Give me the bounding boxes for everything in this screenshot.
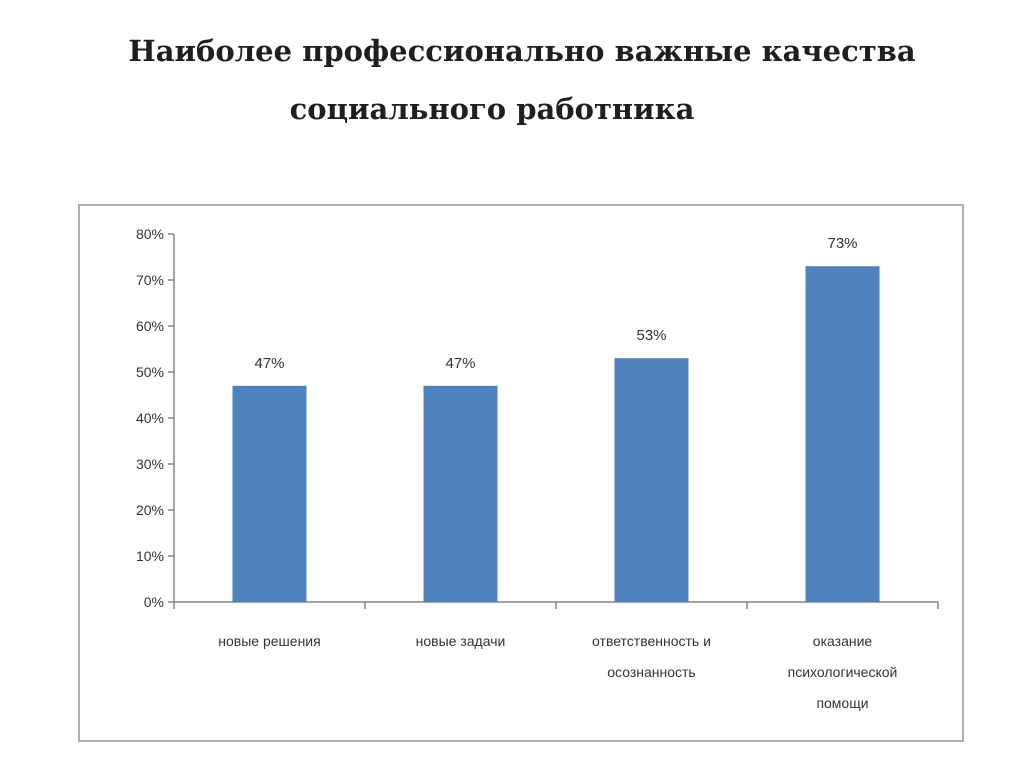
x-category-label-line: осознанность: [607, 664, 695, 680]
bar: [423, 385, 498, 602]
chart-title-line-2: социального работника: [289, 92, 695, 126]
data-label: 73%: [827, 235, 857, 252]
y-tick-label: 60%: [136, 318, 164, 334]
data-label: 47%: [254, 355, 284, 372]
x-category-label-line: новые решения: [218, 633, 320, 649]
chart-title-line-1: Наиболее профессионально важные качества: [128, 34, 916, 68]
y-tick-label: 40%: [136, 410, 164, 426]
data-label: 47%: [445, 355, 475, 372]
x-category-label: новые решения: [218, 633, 320, 649]
x-category-label: новые задачи: [416, 633, 506, 649]
bar-chart: 0% 10% 20% 30% 40% 50% 60% 70% 80% 47% новые решен…: [136, 226, 939, 711]
chart-title: Наиболее профессионально важные качества…: [0, 22, 1024, 138]
y-tick-label: 50%: [136, 364, 164, 380]
y-tick-label: 0%: [144, 594, 164, 610]
y-tick-label: 20%: [136, 502, 164, 518]
chart-frame: 0% 10% 20% 30% 40% 50% 60% 70% 80% 47% новые решен…: [78, 204, 964, 742]
bar: [805, 266, 880, 602]
x-category-label-line: новые задачи: [416, 633, 506, 649]
x-category-label-line: психологической: [788, 664, 898, 680]
x-category-label: ответственность и осознанность: [592, 633, 711, 680]
y-tick-label: 70%: [136, 272, 164, 288]
bar: [232, 385, 307, 602]
data-label: 53%: [636, 327, 666, 344]
y-tick-label: 30%: [136, 456, 164, 472]
x-category-label: оказание психологической помощи: [788, 633, 898, 711]
bar: [614, 358, 689, 602]
x-category-label-line: ответственность и: [592, 633, 711, 649]
x-category-label-line: помощи: [816, 695, 868, 711]
y-tick-label: 80%: [136, 226, 164, 242]
x-category-label-line: оказание: [813, 633, 873, 649]
y-tick-label: 10%: [136, 548, 164, 564]
